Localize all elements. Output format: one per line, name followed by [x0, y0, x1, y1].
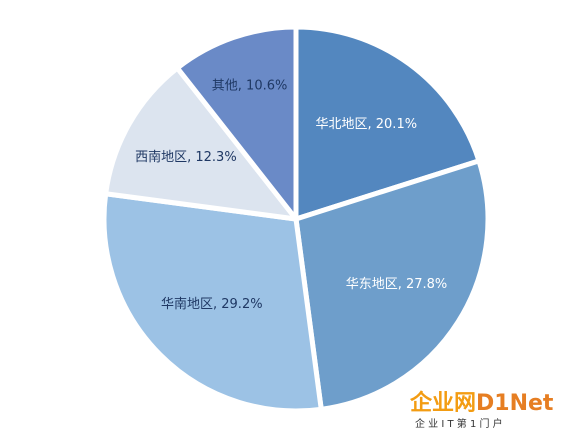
- pie-label-1: 华东地区, 27.8%: [346, 277, 448, 292]
- watermark-brand-cn: 企业网: [409, 390, 476, 416]
- pie-label-2: 华南地区, 29.2%: [161, 296, 263, 312]
- watermark-logo: 企业网D1Net 企 业 I T 第 1 门 户: [409, 390, 554, 429]
- pie-label-4: 其他, 10.6%: [212, 79, 288, 94]
- pie-labels: 华北地区, 20.1% 华东地区, 27.8% 华南地区, 29.2% 西南地区, 1…: [135, 79, 447, 313]
- watermark-brand: 企业网D1Net: [409, 390, 554, 416]
- pie-slice-1: [293, 158, 491, 412]
- watermark-brand-en: D1Net: [476, 391, 554, 416]
- pie-slice-3: [103, 65, 299, 222]
- pie-slice-2: [101, 191, 324, 414]
- pie-label-3: 西南地区, 12.3%: [135, 149, 237, 165]
- pie-slice-4: [174, 24, 299, 222]
- pie-slice-0: [293, 24, 482, 222]
- pie-slices: [101, 24, 491, 414]
- pie-label-0: 华北地区, 20.1%: [316, 117, 418, 132]
- watermark-tagline: 企 业 I T 第 1 门 户: [415, 417, 503, 429]
